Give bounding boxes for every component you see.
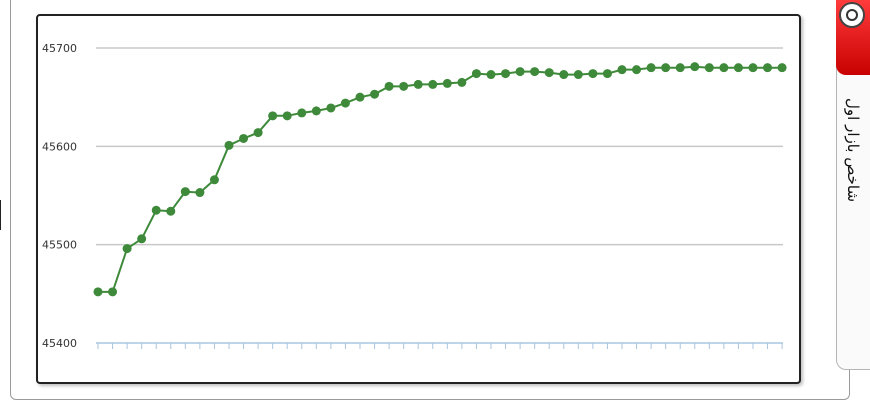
line-chart: 45400 45500 45600 45700 [42, 42, 787, 350]
data-point[interactable] [602, 69, 612, 79]
data-point[interactable] [209, 175, 219, 185]
data-point[interactable] [690, 62, 700, 72]
data-point[interactable] [530, 67, 540, 77]
data-point[interactable] [763, 63, 773, 73]
data-point[interactable] [501, 69, 511, 79]
data-point[interactable] [617, 65, 627, 75]
data-point[interactable] [515, 67, 525, 77]
data-point[interactable] [748, 63, 758, 73]
data-point[interactable] [268, 111, 278, 121]
data-point[interactable] [326, 103, 336, 113]
data-point[interactable] [166, 206, 176, 216]
y-tick-label: 45400 [42, 337, 77, 350]
data-point[interactable] [442, 78, 452, 88]
y-tick-label: 45500 [42, 239, 77, 252]
data-point[interactable] [137, 234, 147, 244]
data-point[interactable] [704, 63, 714, 73]
data-point[interactable] [588, 69, 598, 79]
data-point[interactable] [355, 92, 365, 102]
data-point[interactable] [311, 106, 321, 116]
series-markers [93, 62, 787, 297]
data-point[interactable] [195, 188, 205, 198]
data-point[interactable] [122, 244, 132, 254]
side-tab-label[interactable]: شاخص بازار اول [844, 97, 862, 203]
frame-edge [0, 200, 1, 230]
data-point[interactable] [559, 70, 569, 80]
data-point[interactable] [733, 63, 743, 73]
data-point[interactable] [224, 140, 234, 150]
data-point[interactable] [253, 128, 263, 138]
magnifier-icon[interactable] [839, 2, 865, 28]
data-point[interactable] [239, 133, 249, 143]
data-point[interactable] [486, 70, 496, 80]
data-point[interactable] [340, 98, 350, 108]
data-point[interactable] [777, 63, 787, 73]
data-point[interactable] [457, 77, 467, 87]
y-tick-label: 45600 [42, 140, 77, 153]
grid-lines [96, 47, 783, 344]
data-point[interactable] [108, 287, 118, 297]
data-point[interactable] [282, 111, 292, 121]
data-point[interactable] [661, 63, 671, 73]
data-point[interactable] [151, 205, 161, 215]
data-point[interactable] [180, 187, 190, 197]
data-point[interactable] [93, 287, 103, 297]
data-point[interactable] [675, 63, 685, 73]
data-point[interactable] [719, 63, 729, 73]
x-tick-marks [97, 343, 783, 349]
data-point[interactable] [370, 89, 380, 99]
data-point[interactable] [428, 79, 438, 89]
y-tick-labels: 45400 45500 45600 45700 [42, 42, 77, 350]
data-point[interactable] [573, 70, 583, 80]
data-point[interactable] [297, 108, 307, 118]
data-point[interactable] [413, 79, 423, 89]
data-point[interactable] [384, 81, 394, 91]
y-tick-label: 45700 [42, 42, 77, 55]
data-point[interactable] [544, 68, 554, 78]
data-point[interactable] [632, 65, 642, 75]
data-point[interactable] [399, 81, 409, 91]
series-line [98, 65, 783, 293]
data-point[interactable] [646, 63, 656, 73]
data-point[interactable] [471, 69, 481, 79]
chart-container: 45400 45500 45600 45700 [36, 14, 801, 384]
